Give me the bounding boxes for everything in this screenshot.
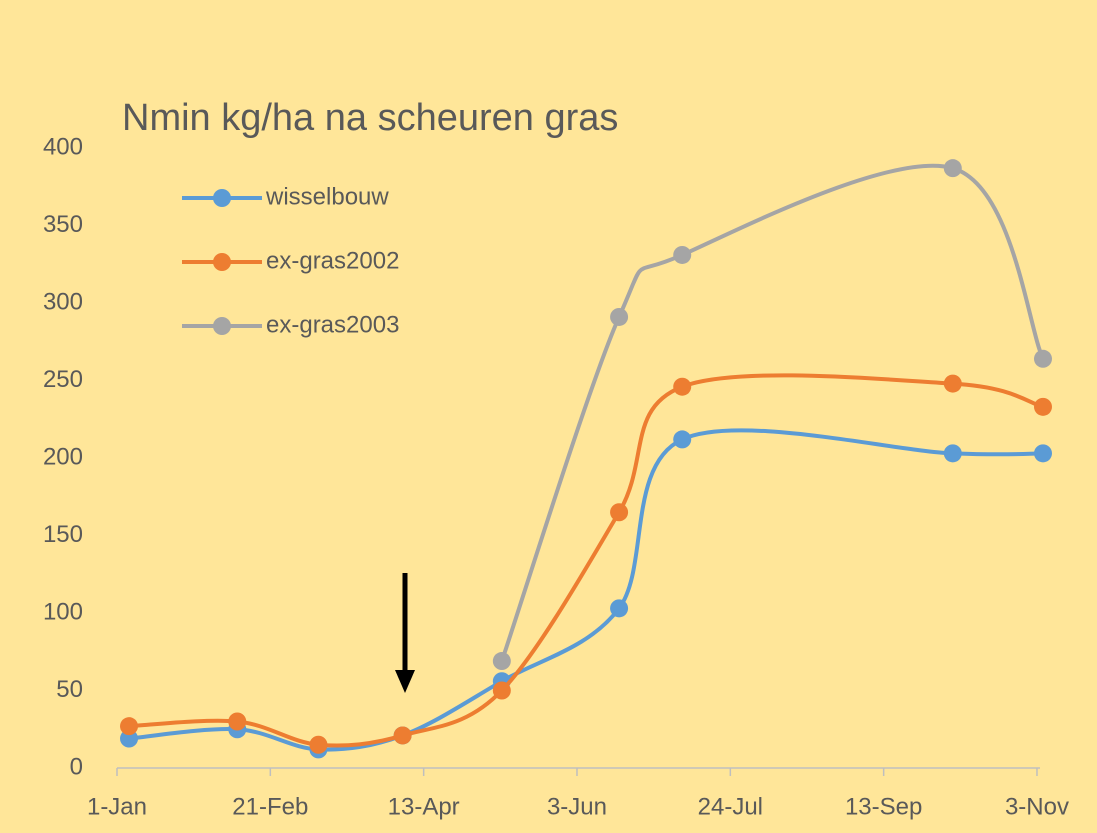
- x-tick-label: 21-Feb: [232, 793, 308, 820]
- y-tick-label: 350: [43, 211, 83, 238]
- y-tick-label: 250: [43, 366, 83, 393]
- data-point: [1033, 397, 1052, 416]
- data-point: [228, 712, 247, 731]
- data-point: [393, 726, 412, 745]
- data-point: [309, 735, 328, 754]
- y-tick-label: 200: [43, 443, 83, 470]
- data-point: [1033, 444, 1052, 463]
- legend-label: ex-gras2002: [266, 247, 399, 274]
- x-tick-label: 1-Jan: [87, 793, 147, 820]
- data-point: [610, 503, 629, 522]
- data-point: [610, 599, 629, 618]
- data-point: [120, 729, 139, 748]
- x-tick-label: 3-Nov: [1005, 793, 1069, 820]
- data-point: [943, 374, 962, 393]
- y-tick-label: 100: [43, 598, 83, 625]
- data-point: [673, 377, 692, 396]
- series-line: [128, 428, 1043, 752]
- series-line: [128, 373, 1044, 748]
- arrow: [395, 573, 415, 693]
- legend-label: wisselbouw: [265, 183, 389, 210]
- y-tick-label: 300: [43, 288, 83, 315]
- legend-label: ex-gras2003: [266, 311, 399, 338]
- x-tick-label: 13-Sep: [845, 793, 922, 820]
- y-tick-label: 50: [56, 676, 83, 703]
- x-tick-label: 3-Jun: [547, 793, 607, 820]
- data-point: [492, 652, 511, 671]
- data-point: [943, 444, 962, 463]
- data-point: [673, 245, 692, 264]
- legend-marker: [213, 189, 231, 207]
- data-point: [610, 307, 629, 326]
- data-point: [943, 159, 962, 178]
- data-point: [120, 717, 139, 736]
- y-tick-label: 0: [70, 753, 83, 780]
- x-tick-label: 13-Apr: [388, 793, 460, 820]
- data-point: [492, 681, 511, 700]
- data-point: [1033, 349, 1052, 368]
- chart-title: Nmin kg/ha na scheuren gras: [122, 97, 618, 139]
- y-tick-label: 400: [43, 133, 83, 160]
- data-point: [673, 430, 692, 449]
- y-tick-label: 150: [43, 521, 83, 548]
- legend-marker: [213, 253, 231, 271]
- legend-marker: [213, 317, 231, 335]
- x-tick-label: 24-Jul: [698, 793, 763, 820]
